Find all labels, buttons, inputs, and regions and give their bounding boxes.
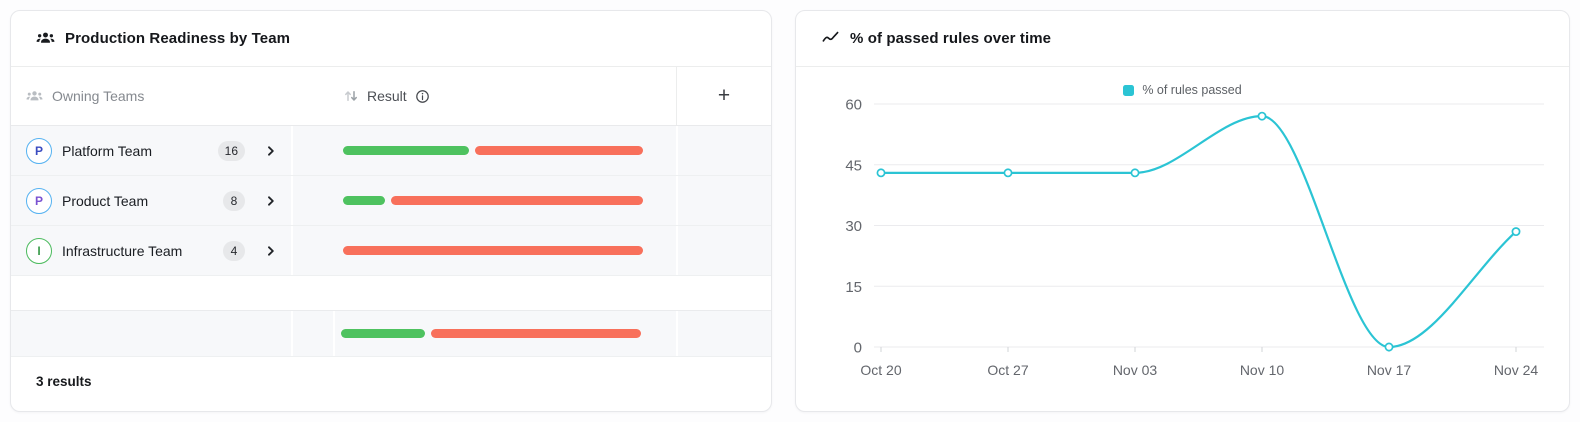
data-point-marker[interactable] [1131, 169, 1138, 176]
team-name: Infrastructure Team [62, 243, 213, 259]
result-bar [343, 246, 643, 255]
results-count: 3 results [11, 357, 771, 406]
people-icon [26, 88, 43, 105]
result-cell [293, 126, 676, 175]
rule-count-badge: 4 [223, 241, 245, 261]
row-extra-cell [678, 126, 771, 175]
y-axis-tick-label: 60 [845, 97, 862, 114]
info-icon[interactable] [415, 89, 430, 104]
panel-header: % of passed rules over time [796, 11, 1569, 67]
x-axis-tick-label: Nov 03 [1113, 362, 1158, 378]
passed-bar-segment[interactable] [343, 146, 469, 155]
rule-count-badge: 8 [223, 191, 245, 211]
data-point-marker[interactable] [1512, 228, 1519, 235]
row-extra-cell [678, 176, 771, 225]
dashboard: Production Readiness by Team Owning Team… [0, 0, 1580, 422]
team-cell[interactable]: P Platform Team 16 [11, 126, 291, 175]
table-body: P Platform Team 16 P Product Team 8 I Infrastru… [11, 126, 771, 276]
column-header-owning-teams: Owning Teams [11, 88, 293, 105]
row-extra-cell [678, 226, 771, 275]
result-cell [293, 176, 676, 225]
chart-legend[interactable]: % of rules passed [796, 67, 1569, 97]
column-header-result[interactable]: Result [293, 67, 676, 125]
data-point-marker[interactable] [1258, 113, 1265, 120]
y-axis-tick-label: 0 [854, 340, 862, 357]
data-point-marker[interactable] [1004, 169, 1011, 176]
failed-bar-segment[interactable] [391, 196, 643, 205]
rule-count-badge: 16 [218, 141, 245, 161]
add-column-button[interactable]: + [676, 67, 771, 125]
team-avatar: P [26, 188, 52, 214]
chevron-right-icon[interactable] [265, 245, 277, 257]
summary-team-cell [11, 311, 291, 356]
panel-title: Production Readiness by Team [65, 30, 290, 47]
data-point-marker[interactable] [1385, 343, 1392, 350]
team-cell[interactable]: I Infrastructure Team 4 [11, 226, 291, 275]
summary-spacer-cell [293, 311, 333, 356]
result-bar [341, 329, 641, 338]
chevron-right-icon[interactable] [265, 195, 277, 207]
summary-result-cell [335, 311, 676, 356]
result-cell [293, 226, 676, 275]
sort-icon[interactable] [343, 88, 359, 104]
column-label-result: Result [367, 88, 407, 104]
panel-title: % of passed rules over time [850, 30, 1051, 47]
x-axis-tick-label: Nov 24 [1494, 362, 1539, 378]
y-axis-tick-label: 45 [845, 157, 862, 174]
empty-row [11, 276, 771, 311]
summary-row [11, 311, 771, 357]
team-name: Platform Team [62, 143, 208, 159]
summary-plus-cell [678, 311, 771, 356]
series-line[interactable] [881, 116, 1516, 347]
y-axis-tick-label: 15 [845, 279, 862, 296]
legend-label: % of rules passed [1142, 83, 1241, 97]
production-readiness-panel: Production Readiness by Team Owning Team… [10, 10, 772, 412]
chevron-right-icon[interactable] [265, 145, 277, 157]
team-group-icon [36, 29, 55, 48]
team-name: Product Team [62, 193, 213, 209]
passed-bar-segment[interactable] [341, 329, 425, 338]
result-bar [343, 196, 643, 205]
line-chart: 0 15 30 45 60 Oct 20 Oct 27 Nov 03 Nov 10 Nov 17 N… [796, 97, 1569, 393]
team-avatar: I [26, 238, 52, 264]
table-row[interactable]: I Infrastructure Team 4 [11, 226, 771, 276]
x-axis-tick-label: Nov 17 [1367, 362, 1412, 378]
x-axis-tick-label: Oct 27 [987, 362, 1028, 378]
result-bar [343, 146, 643, 155]
failed-bar-segment[interactable] [475, 146, 643, 155]
results-count-label: 3 results [36, 374, 92, 389]
failed-bar-segment[interactable] [343, 246, 643, 255]
panel-header: Production Readiness by Team [11, 11, 771, 67]
plus-icon: + [718, 84, 730, 108]
failed-bar-segment[interactable] [431, 329, 641, 338]
passed-rules-chart-panel: % of passed rules over time % of rules p… [795, 10, 1570, 412]
x-axis-tick-label: Oct 20 [860, 362, 901, 378]
team-cell[interactable]: P Product Team 8 [11, 176, 291, 225]
column-label-owning-teams: Owning Teams [52, 88, 144, 104]
y-axis-tick-label: 30 [845, 218, 862, 235]
table-row[interactable]: P Product Team 8 [11, 176, 771, 226]
data-point-marker[interactable] [877, 169, 884, 176]
legend-swatch [1123, 85, 1134, 96]
x-axis-tick-label: Nov 10 [1240, 362, 1285, 378]
trend-line-icon [821, 29, 840, 48]
table-row[interactable]: P Platform Team 16 [11, 126, 771, 176]
team-avatar: P [26, 138, 52, 164]
table-header: Owning Teams Result [11, 67, 771, 126]
passed-bar-segment[interactable] [343, 196, 385, 205]
